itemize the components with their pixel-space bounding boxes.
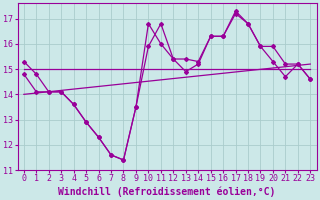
X-axis label: Windchill (Refroidissement éolien,°C): Windchill (Refroidissement éolien,°C) (58, 186, 276, 197)
